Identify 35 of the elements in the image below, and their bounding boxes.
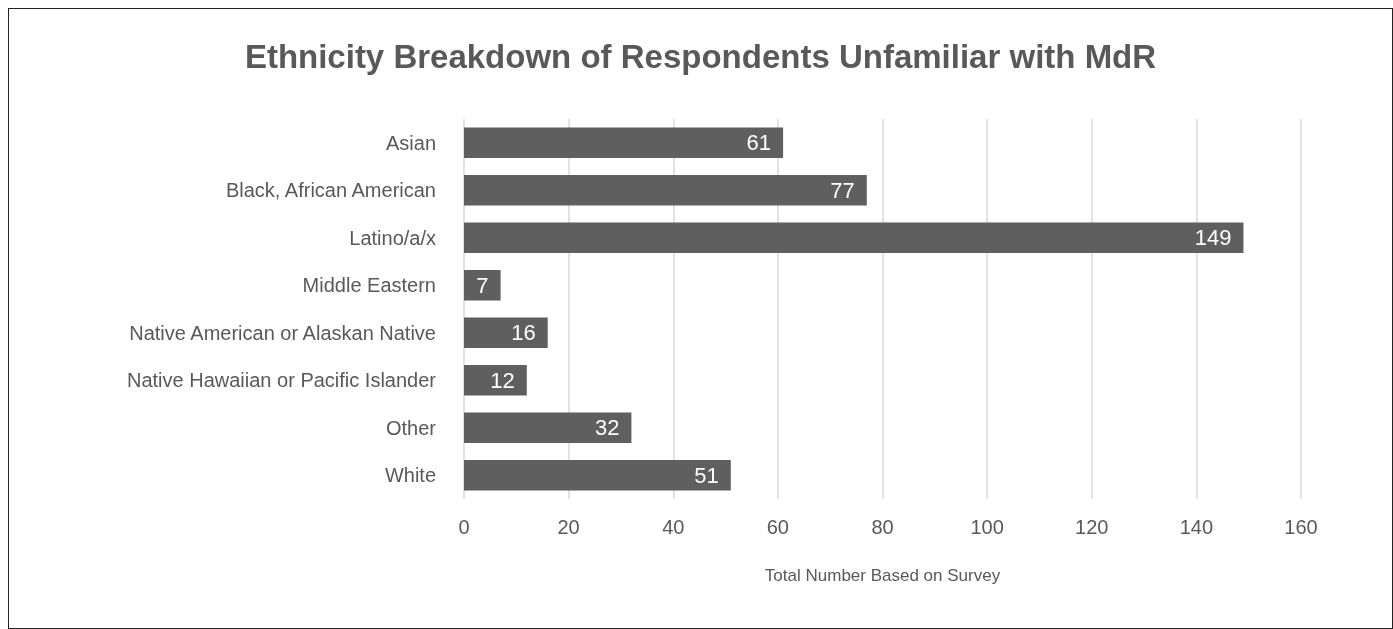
bar [464, 317, 548, 348]
y-tick-label: Black, African American [225, 179, 436, 202]
bar [464, 175, 867, 206]
x-tick-label: 20 [557, 516, 580, 538]
data-label: 12 [490, 367, 515, 393]
x-tick-label: 0 [458, 516, 470, 538]
x-tick-label: 120 [1075, 516, 1109, 538]
x-tick-label: 80 [871, 516, 894, 538]
bar [464, 412, 632, 443]
data-label: 77 [830, 177, 855, 203]
y-tick-label: Asian [385, 131, 436, 154]
y-tick-label: Native American or Alaskan Native [129, 321, 436, 344]
x-tick-label: 100 [970, 516, 1004, 538]
data-label: 61 [746, 130, 772, 156]
bar [464, 270, 501, 301]
bar [464, 365, 527, 396]
x-tick-label: 60 [766, 516, 789, 538]
bar [464, 460, 731, 491]
bar [464, 127, 784, 158]
data-label: 16 [511, 320, 536, 346]
data-label: 32 [594, 415, 620, 441]
x-tick-label: 40 [662, 516, 685, 538]
y-tick-label: Middle Eastern [302, 274, 436, 297]
y-tick-label: Latino/a/x [349, 226, 436, 249]
x-axis-title: Total Number Based on Survey [764, 566, 1001, 585]
data-label: 7 [476, 272, 489, 298]
x-tick-label: 140 [1179, 516, 1214, 538]
chart-title: Ethnicity Breakdown of Respondents Unfamiliar with MdR [244, 38, 1157, 75]
y-tick-label: Native Hawaiian or Pacific Islander [126, 369, 437, 392]
y-tick-label: Other [385, 416, 437, 439]
x-tick-label: 160 [1284, 516, 1318, 538]
data-label: 51 [694, 462, 719, 488]
data-label: 149 [1194, 225, 1232, 251]
bar [464, 222, 1244, 253]
y-tick-label: White [384, 464, 436, 487]
